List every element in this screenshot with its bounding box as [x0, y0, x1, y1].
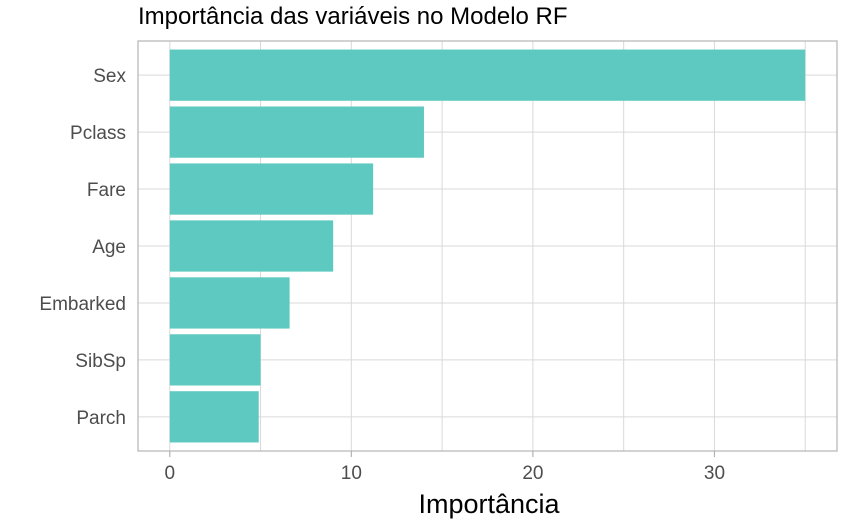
y-tick-label: Embarked [39, 294, 126, 315]
bar-parch [169, 391, 259, 443]
x-tick-label: 10 [341, 463, 362, 484]
y-tick-label: Pclass [70, 123, 126, 144]
bars [169, 49, 806, 443]
bar-fare [169, 163, 374, 215]
plot-panel-border [137, 40, 838, 452]
y-tick-label: Parch [76, 408, 126, 429]
bar-embarked [169, 277, 290, 329]
y-tick-label: Age [92, 237, 126, 258]
x-tick-label: 0 [164, 463, 175, 484]
x-axis-title: Importância [418, 489, 560, 519]
bar-sibsp [169, 334, 261, 386]
x-tick-label: 20 [522, 463, 543, 484]
y-tick-label: Sex [93, 66, 126, 87]
y-axis-labels: Sex Pclass Fare Age Embarked SibSp Parch [39, 66, 126, 429]
y-tick-label: Fare [87, 180, 126, 201]
x-tick-label: 30 [704, 463, 725, 484]
x-axis-ticks: 0 10 20 30 [164, 451, 725, 484]
bar-pclass [169, 106, 424, 158]
bar-sex [169, 49, 806, 101]
chart-title: Importância das variáveis no Modelo RF [138, 3, 568, 30]
bar-age [169, 220, 334, 272]
y-tick-label: SibSp [75, 351, 126, 372]
